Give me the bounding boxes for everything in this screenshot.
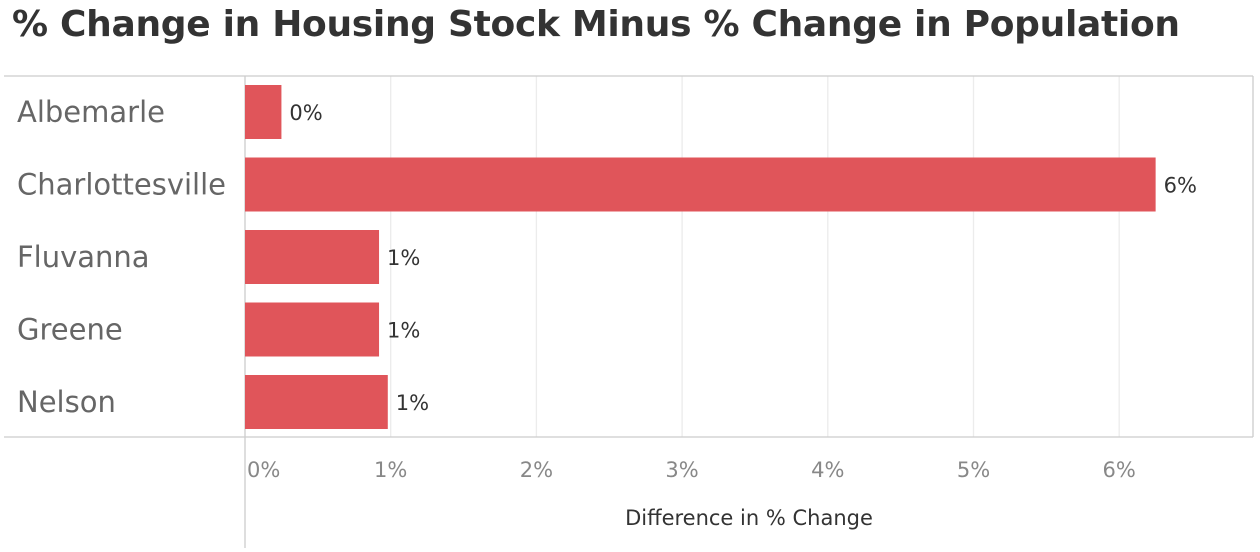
bars	[245, 85, 1156, 429]
chart-title: % Change in Housing Stock Minus % Change…	[12, 4, 1180, 45]
category-label: Nelson	[17, 385, 116, 419]
category-label: Charlottesville	[17, 168, 226, 202]
x-axis-ticks: 0% 1% 2% 3% 4% 5% 6%	[247, 458, 1136, 482]
x-axis-title: Difference in % Change	[625, 506, 873, 530]
bar	[245, 302, 380, 357]
data-label: 6%	[1164, 174, 1197, 198]
x-tick-label: 0%	[247, 458, 280, 482]
x-tick-label: 5%	[957, 458, 990, 482]
x-tick-label: 1%	[374, 458, 407, 482]
category-labels: Albemarle Charlottesville Fluvanna Greene Ne…	[17, 95, 226, 419]
data-labels: 0% 6% 1% 1% 1%	[289, 101, 1197, 415]
gridlines	[390, 76, 1120, 437]
data-label: 1%	[387, 246, 420, 270]
category-label: Greene	[17, 313, 123, 347]
x-tick-label: 2%	[520, 458, 553, 482]
data-label: 1%	[387, 319, 420, 343]
category-label: Albemarle	[17, 95, 165, 129]
x-tick-label: 3%	[665, 458, 698, 482]
chart-frame	[4, 75, 1254, 548]
bar	[245, 85, 282, 139]
data-label: 1%	[396, 391, 429, 415]
bar	[245, 375, 388, 429]
category-label: Fluvanna	[17, 240, 150, 274]
x-tick-label: 4%	[811, 458, 844, 482]
bar	[245, 157, 1156, 212]
data-label: 0%	[289, 101, 322, 125]
x-tick-label: 6%	[1103, 458, 1136, 482]
bar	[245, 230, 380, 284]
